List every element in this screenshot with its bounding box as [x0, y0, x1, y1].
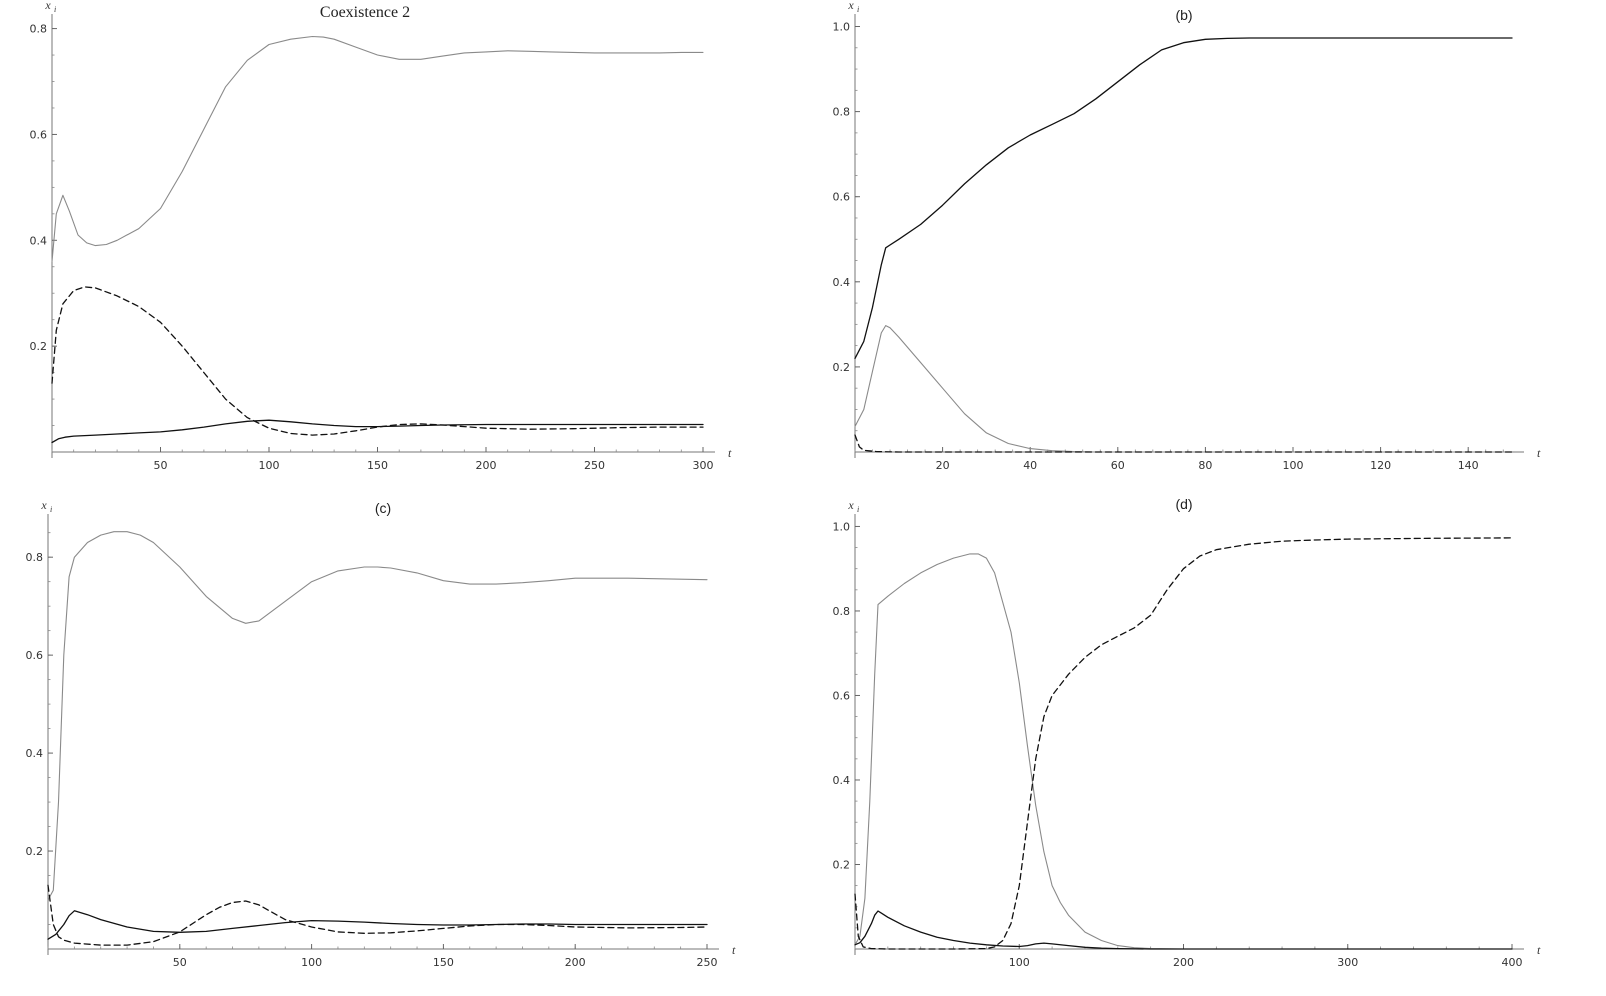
- dashed-series-line: [854, 434, 1513, 453]
- x-tick-label: 40: [1023, 459, 1037, 472]
- y-tick-label: 0.8: [833, 605, 851, 618]
- y-tick-label: 0.6: [30, 128, 48, 141]
- y-axis-label: x: [44, 0, 51, 12]
- y-tick-label: 0.4: [26, 747, 44, 760]
- panel-coexistence-2: Coexistence 2 50 100 150 200 250 300 0.2 0.4 0.6 0…: [30, 0, 733, 472]
- x-tick-label: 250: [584, 459, 605, 472]
- x-tick-label: 400: [1502, 956, 1523, 969]
- black-series-line: [854, 37, 1513, 360]
- x-tick-label: 150: [433, 956, 454, 969]
- x-tick-label: 140: [1458, 459, 1479, 472]
- panel-c: (c) 50 100 150 200 250 0.2 0.4 0.6 0.8 t x i: [26, 498, 737, 969]
- y-tick-label: 0.8: [30, 23, 48, 36]
- black-series-line: [47, 910, 708, 940]
- y-tick-label: 0.6: [833, 689, 851, 702]
- y-tick-label: 1.0: [833, 520, 851, 533]
- dashed-series-line: [51, 286, 704, 436]
- x-tick-label: 100: [1283, 459, 1304, 472]
- y-tick-label: 0.4: [833, 276, 851, 289]
- x-tick-label: 120: [1370, 459, 1391, 472]
- gray-series-line: [854, 553, 1513, 950]
- y-axis-label: x: [847, 0, 854, 12]
- x-tick-label: 50: [154, 459, 168, 472]
- y-axis-label-subscript: i: [857, 5, 859, 14]
- y-tick-label: 0.2: [26, 845, 44, 858]
- x-tick-label: 200: [1173, 956, 1194, 969]
- x-tick-label: 60: [1111, 459, 1125, 472]
- panel-b: (b) 20 40 60 80 100 120 140 0.2 0.4 0.6 0.8 1.0 t x i: [833, 0, 1542, 472]
- x-axis-label: t: [1537, 446, 1541, 460]
- y-tick-label: 0.8: [833, 106, 851, 119]
- x-tick-label: 100: [301, 956, 322, 969]
- y-axis-label: x: [847, 498, 854, 512]
- y-axis-label-subscript: i: [54, 5, 56, 14]
- y-tick-label: 0.2: [833, 361, 851, 374]
- dashed-series-line: [47, 884, 708, 946]
- y-axis-label-subscript: i: [857, 505, 859, 514]
- gray-series-line: [47, 531, 708, 901]
- x-axis-label: t: [1537, 943, 1541, 957]
- dashed-series-line: [854, 537, 1513, 950]
- y-tick-label: 0.6: [26, 649, 44, 662]
- x-tick-label: 80: [1198, 459, 1212, 472]
- x-axis-label: t: [728, 446, 732, 460]
- gray-series-line: [51, 35, 704, 263]
- gray-series-line: [854, 325, 1513, 453]
- x-tick-label: 300: [1337, 956, 1358, 969]
- black-series-line: [51, 419, 704, 444]
- figure: Coexistence 2 50 100 150 200 250 300 0.2 0.4 0.6 0…: [26, 0, 1542, 969]
- x-tick-label: 200: [476, 459, 497, 472]
- x-tick-label: 100: [1009, 956, 1030, 969]
- x-tick-label: 150: [367, 459, 388, 472]
- y-tick-label: 0.6: [833, 191, 851, 204]
- y-tick-label: 0.4: [833, 774, 851, 787]
- y-tick-label: 1.0: [833, 21, 851, 34]
- chart-title: (c): [375, 500, 391, 516]
- x-tick-label: 50: [173, 956, 187, 969]
- x-tick-label: 200: [565, 956, 586, 969]
- chart-title: Coexistence 2: [320, 4, 410, 21]
- x-tick-label: 250: [697, 956, 718, 969]
- black-series-line: [854, 910, 1513, 950]
- x-tick-label: 300: [693, 459, 714, 472]
- chart-title: (b): [1175, 7, 1192, 23]
- x-tick-label: 20: [936, 459, 950, 472]
- y-tick-label: 0.2: [833, 858, 851, 871]
- y-axis-label-subscript: i: [50, 505, 52, 514]
- x-tick-label: 100: [259, 459, 280, 472]
- x-axis-label: t: [732, 943, 736, 957]
- chart-title: (d): [1175, 496, 1192, 512]
- panel-d: (d) 100 200 300 400 0.2 0.4 0.6 0.8 1.0 t x i: [833, 496, 1542, 969]
- y-axis-label: x: [40, 498, 47, 512]
- y-tick-label: 0.2: [30, 340, 48, 353]
- y-tick-label: 0.4: [30, 234, 48, 247]
- y-tick-label: 0.8: [26, 551, 44, 564]
